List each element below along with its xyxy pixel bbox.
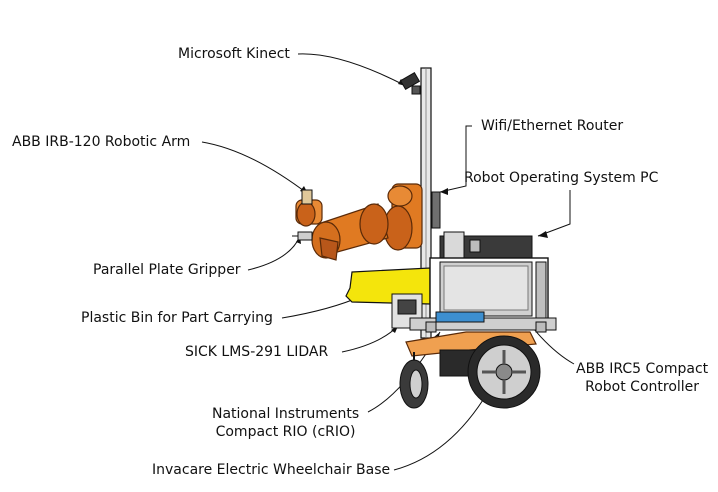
crio-unit (435, 311, 485, 323)
label-crio: National Instruments Compact RIO (cRIO) (212, 406, 360, 440)
label-kinect: Microsoft Kinect (178, 46, 290, 62)
leader-kinect (297, 53, 407, 87)
leader-lidar (341, 325, 399, 353)
robotic-arm (295, 183, 423, 261)
drive-wheel (467, 335, 541, 409)
leader-gripper (247, 235, 301, 271)
label-gripper: Parallel Plate Gripper (93, 262, 241, 278)
gripper-tool (292, 189, 313, 241)
leader-router (439, 125, 472, 193)
kinect-sensor (399, 71, 421, 95)
label-controller: ABB IRC5 Compact Robot Controller (576, 361, 709, 395)
label-ros-pc: Robot Operating System PC (464, 170, 659, 186)
leader-wheelchair (393, 391, 489, 471)
router-box (431, 191, 441, 229)
caster-wheel (399, 352, 429, 409)
label-plastic-bin: Plastic Bin for Part Carrying (81, 310, 273, 326)
label-lidar: SICK LMS-291 LIDAR (185, 344, 329, 360)
leader-ros-pc (537, 190, 571, 237)
leader-arm (201, 141, 309, 195)
label-wheelchair-base: Invacare Electric Wheelchair Base (152, 462, 391, 478)
label-router: Wifi/Ethernet Router (481, 118, 624, 134)
label-robot-arm: ABB IRB-120 Robotic Arm (12, 134, 191, 150)
controller-frame (429, 257, 549, 321)
